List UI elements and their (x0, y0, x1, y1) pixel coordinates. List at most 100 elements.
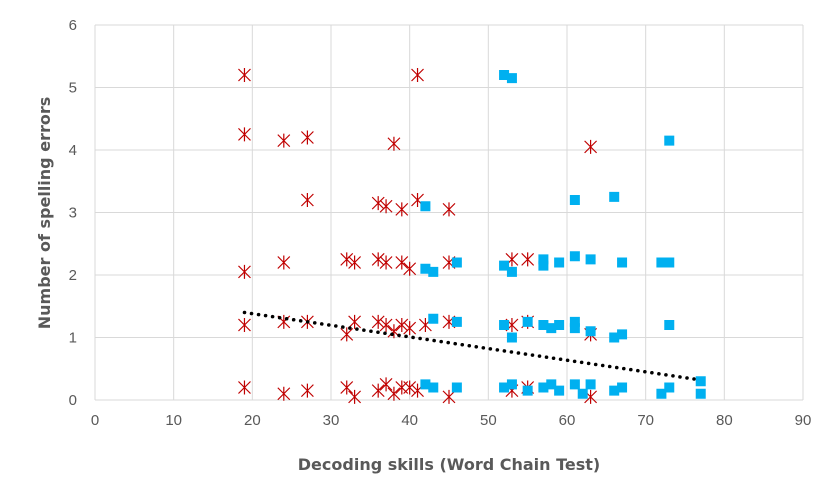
data-point-star (387, 136, 401, 151)
data-point-square (499, 260, 510, 271)
data-point-square (546, 379, 557, 390)
data-point-square (554, 385, 565, 396)
data-point-square (656, 388, 667, 399)
data-point-star (584, 139, 598, 154)
data-point-star (340, 252, 354, 267)
data-point-square (664, 382, 675, 393)
data-point-square (554, 320, 565, 330)
data-point-square (420, 263, 431, 274)
data-point-star (395, 318, 409, 332)
data-point-star (277, 255, 291, 270)
data-point-square (538, 382, 549, 393)
data-point-square (538, 260, 549, 271)
data-point-star (348, 389, 362, 404)
data-point-square (522, 385, 533, 396)
data-point-square (506, 73, 517, 84)
data-point-square (569, 379, 580, 390)
data-point-square (664, 257, 675, 268)
data-point-square (451, 257, 462, 268)
trendline-dotted (242, 310, 703, 382)
data-point-square (664, 320, 675, 330)
data-point-star (348, 255, 362, 270)
data-point-square (569, 316, 580, 327)
y-tick-label: 1 (69, 330, 77, 347)
series-star-markers (238, 68, 598, 404)
data-point-star (371, 383, 385, 398)
data-point-star (238, 264, 251, 279)
data-point-star (238, 127, 251, 142)
trendline (242, 310, 703, 382)
data-point-star (442, 389, 456, 404)
tick-labels: 0 10 20 30 40 50 60 70 80 90 0 1 2 3 4 5 6 (69, 17, 812, 429)
data-point-star (277, 386, 291, 401)
data-point-square (420, 201, 431, 212)
data-point-star (379, 255, 393, 270)
series-square-markers (420, 70, 706, 399)
data-point-star (379, 318, 393, 332)
y-tick-label: 5 (69, 80, 77, 97)
data-point-square (522, 316, 533, 327)
y-tick-label: 4 (69, 142, 77, 159)
x-tick-label: 70 (637, 412, 654, 429)
data-point-square (451, 316, 462, 327)
data-point-star (340, 380, 354, 395)
data-point-star (403, 261, 417, 276)
data-point-star (403, 321, 417, 336)
x-tick-label: 20 (244, 412, 261, 429)
data-point-star (277, 133, 291, 148)
data-point-square (577, 388, 588, 399)
data-point-star (371, 314, 385, 329)
data-point-star (403, 380, 417, 395)
data-point-star (371, 252, 385, 267)
y-tick-label: 0 (69, 392, 77, 409)
x-tick-label: 10 (165, 412, 182, 429)
data-point-star (238, 68, 251, 82)
data-point-square (664, 135, 675, 146)
x-tick-label: 60 (559, 412, 576, 429)
data-point-square (585, 326, 596, 337)
data-point-star (348, 314, 362, 329)
data-point-star (442, 202, 456, 217)
data-point-square (538, 254, 549, 265)
x-tick-label: 80 (716, 412, 733, 429)
data-point-square (569, 195, 580, 205)
data-point-square (609, 332, 620, 343)
x-tick-label: 30 (323, 412, 340, 429)
y-tick-label: 6 (69, 17, 77, 34)
data-point-square (428, 382, 439, 393)
data-point-square (617, 329, 628, 340)
x-tick-label: 50 (480, 412, 497, 429)
data-point-star (379, 199, 393, 214)
data-point-square (656, 257, 667, 268)
data-point-square (569, 323, 580, 334)
data-point-star (340, 327, 354, 342)
data-point-star (379, 377, 393, 392)
data-point-square (617, 382, 628, 393)
data-point-square (506, 332, 517, 343)
data-point-star (411, 68, 424, 82)
x-tick-label: 40 (401, 412, 418, 429)
data-point-square (609, 191, 620, 202)
y-tick-label: 3 (69, 205, 77, 222)
data-point-square (695, 388, 706, 399)
data-point-square (538, 320, 549, 330)
data-point-square (569, 251, 580, 262)
x-tick-label: 0 (91, 412, 99, 429)
data-point-star (300, 193, 314, 207)
data-point-square (546, 323, 557, 334)
x-tick-label: 90 (795, 412, 812, 429)
data-point-square (451, 382, 462, 393)
data-point-square (617, 257, 628, 268)
data-point-square (609, 385, 620, 396)
data-point-square (428, 313, 439, 324)
data-point-square (499, 382, 510, 393)
data-point-square (506, 266, 517, 277)
data-point-square (499, 320, 510, 330)
data-point-star (238, 380, 251, 395)
data-point-square (499, 70, 510, 80)
y-axis-title: Number of spelling errors (35, 97, 54, 329)
data-point-star (300, 130, 314, 145)
data-point-square (695, 376, 706, 387)
data-point-star (395, 255, 409, 270)
